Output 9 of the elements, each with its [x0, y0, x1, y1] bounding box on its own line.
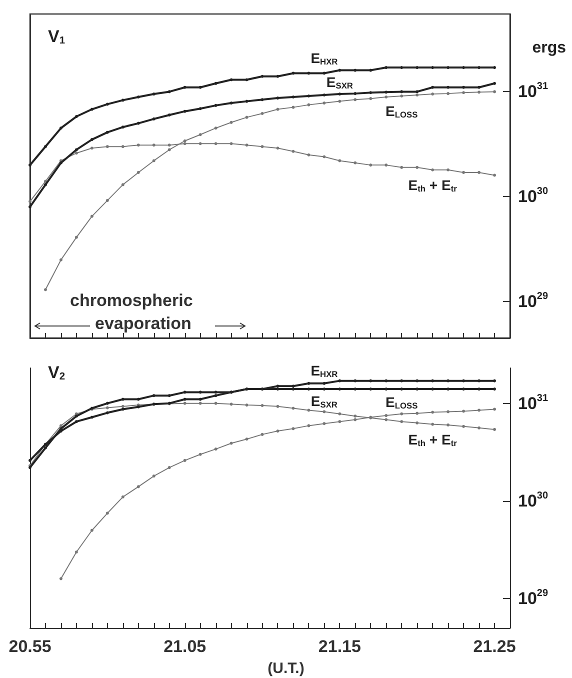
annotation: V1: [48, 27, 66, 46]
x-tick-label: 20.55: [8, 637, 52, 656]
x-tick-label: 21.15: [318, 637, 361, 656]
y-axis-title: ergs: [532, 40, 566, 56]
x-tick-label: 21.05: [164, 637, 206, 656]
annotation: V2: [48, 363, 66, 382]
x-axis-title: (U.T.): [268, 660, 304, 677]
x-tick-label: 21.25: [473, 637, 516, 656]
annotation: chromospheric evaporation: [70, 291, 193, 333]
